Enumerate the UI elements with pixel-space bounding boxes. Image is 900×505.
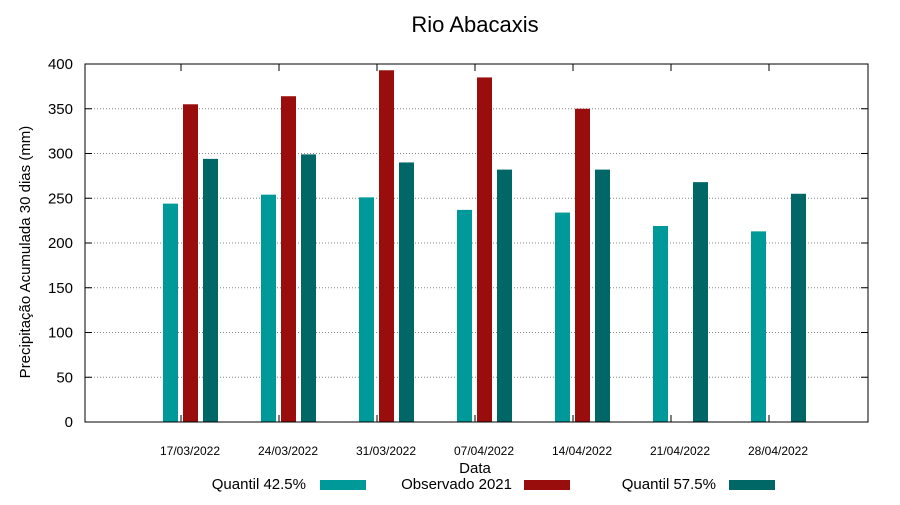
x-tick-label: 14/04/2022 — [552, 444, 612, 458]
legend: Quantil 42.5% Observado 2021 Quantil 57.5% — [212, 476, 775, 493]
legend-swatch — [320, 480, 366, 490]
bar-3 — [791, 193, 806, 422]
x-tick-label: 17/03/2022 — [160, 444, 220, 458]
y-tick-label: 0 — [65, 414, 73, 431]
y-axis-label: Precipitação Acumulada 30 dias (mm) — [17, 126, 34, 379]
bar-3 — [203, 158, 218, 422]
x-tick-label: 07/04/2022 — [454, 444, 514, 458]
x-tick-label: 21/04/2022 — [650, 444, 710, 458]
legend-swatch — [524, 480, 570, 490]
x-tick-label: 28/04/2022 — [748, 444, 808, 458]
y-tick-label: 150 — [48, 280, 73, 297]
bar-2 — [281, 96, 296, 422]
x-axis-ticks: 17/03/2022 24/03/2022 31/03/2022 07/04/2022… — [160, 64, 808, 458]
bar-1 — [555, 212, 570, 422]
y-tick-label: 250 — [48, 190, 73, 207]
bar-1 — [457, 209, 472, 422]
bar-3 — [399, 162, 414, 422]
bar-1 — [359, 197, 374, 422]
bar-3 — [595, 169, 610, 422]
bar-3 — [301, 154, 316, 422]
x-axis-label: Data — [459, 460, 491, 477]
y-tick-label: 300 — [48, 146, 73, 163]
bar-1 — [653, 225, 668, 422]
bar-1 — [751, 231, 766, 422]
bar-2 — [379, 70, 394, 422]
bar-2 — [575, 108, 590, 422]
x-tick-label: 24/03/2022 — [258, 444, 318, 458]
bar-1 — [261, 194, 276, 422]
grid-lines — [85, 108, 868, 378]
bar-2 — [183, 104, 198, 423]
x-tick-label: 31/03/2022 — [356, 444, 416, 458]
y-tick-label: 350 — [48, 101, 73, 118]
y-tick-label: 50 — [56, 369, 73, 386]
y-axis-ticks: 0 50 100 150 200 250 300 350 400 — [48, 56, 868, 431]
bar-3 — [693, 182, 708, 422]
y-tick-label: 100 — [48, 325, 73, 342]
legend-label: Observado 2021 — [401, 476, 512, 493]
bar-1 — [163, 203, 178, 422]
bars — [163, 70, 806, 423]
bar-2 — [477, 77, 492, 423]
legend-label: Quantil 42.5% — [212, 476, 306, 493]
bar-3 — [497, 169, 512, 422]
y-tick-label: 200 — [48, 235, 73, 252]
legend-swatch — [729, 480, 775, 490]
y-tick-label: 400 — [48, 56, 73, 73]
chart-title: Rio Abacaxis — [411, 12, 538, 37]
legend-label: Quantil 57.5% — [622, 476, 716, 493]
